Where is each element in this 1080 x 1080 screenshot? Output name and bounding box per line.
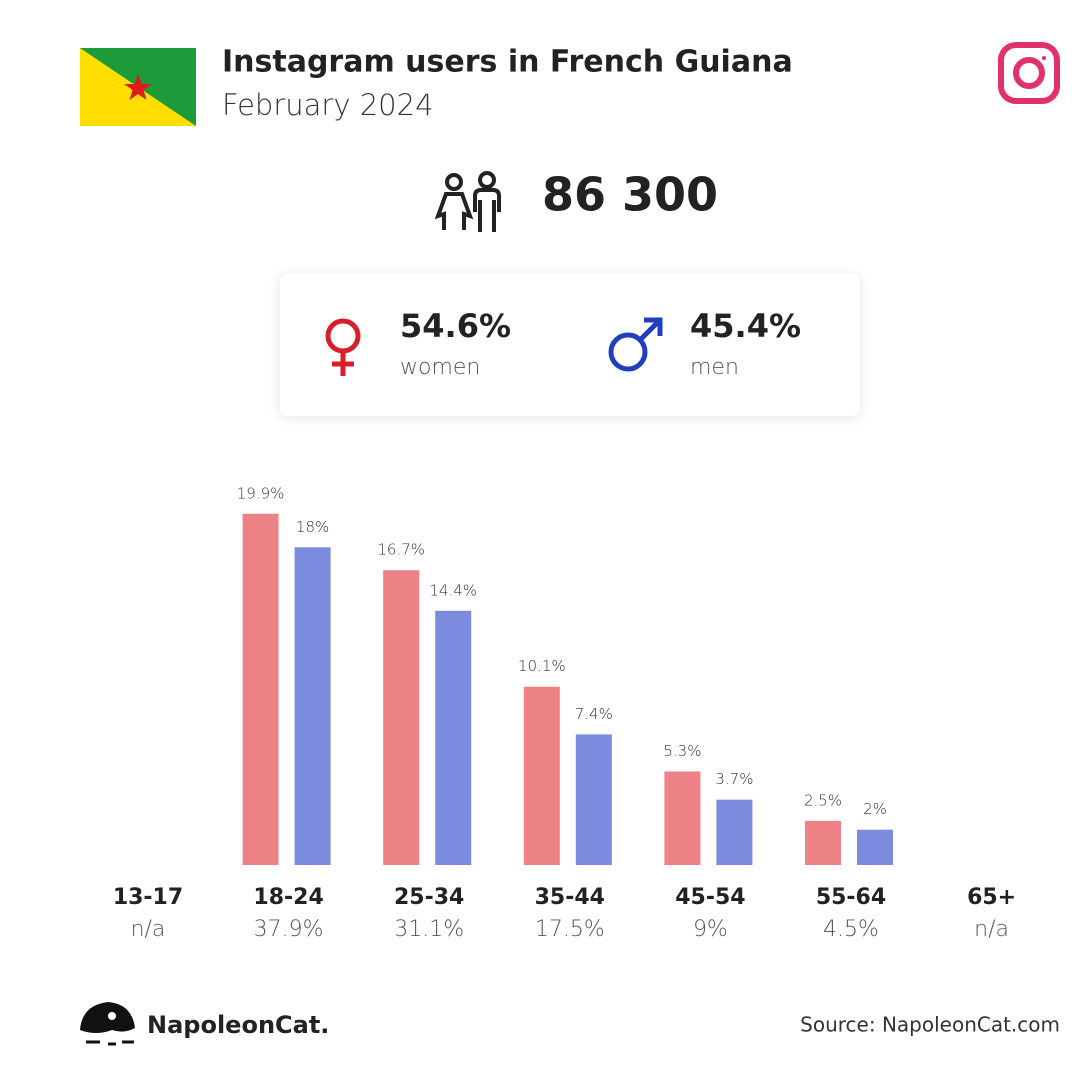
value-label: 2.5%	[804, 791, 842, 809]
flag	[80, 48, 196, 126]
women-label: women	[400, 355, 480, 380]
category-total: 17.5%	[535, 917, 605, 942]
brand-name: NapoleonCat.	[147, 1011, 329, 1039]
male-symbol	[608, 317, 663, 372]
bar	[575, 734, 612, 865]
value-label: 5.3%	[663, 742, 701, 760]
category-total: n/a	[974, 917, 1009, 942]
bar	[805, 820, 841, 865]
category-total: n/a	[131, 917, 166, 942]
category-label: 45-54	[675, 885, 745, 910]
value-label: 10.1%	[518, 657, 566, 675]
bar	[523, 686, 560, 865]
category-label: 35-44	[535, 885, 605, 910]
bar	[242, 513, 279, 865]
value-label: 14.4%	[429, 581, 477, 599]
bar	[664, 771, 701, 865]
bar	[435, 610, 472, 865]
subtitle: February 2024	[222, 88, 434, 122]
source: Source: NapoleonCat.com	[800, 1013, 1060, 1037]
category-total: 4.5%	[823, 917, 879, 942]
category-total: 9%	[693, 917, 728, 942]
title: Instagram users in French Guiana	[222, 45, 793, 80]
brand-logo	[80, 1002, 135, 1046]
gender-card	[280, 274, 860, 416]
value-label: 2%	[863, 800, 887, 818]
bar	[383, 570, 420, 865]
value-label: 16.7%	[377, 541, 425, 559]
category-total: 37.9%	[254, 917, 324, 942]
category-label: 65+	[967, 885, 1016, 910]
category-total: 31.1%	[394, 917, 464, 942]
instagram-icon	[998, 42, 1060, 104]
bar	[716, 799, 753, 865]
category-label: 55-64	[816, 885, 886, 910]
category-label: 25-34	[394, 885, 464, 910]
people-icon	[434, 171, 501, 232]
value-label: 3.7%	[715, 770, 753, 788]
total-users: 86 300	[542, 168, 718, 222]
women-share: 54.6%	[400, 307, 511, 345]
category-label: 13-17	[113, 885, 183, 910]
men-label: men	[690, 355, 739, 380]
bar	[857, 829, 893, 865]
female-symbol	[325, 318, 361, 376]
value-label: 19.9%	[237, 484, 285, 502]
value-label: 18%	[296, 518, 329, 536]
value-label: 7.4%	[575, 705, 613, 723]
category-label: 18-24	[253, 885, 323, 910]
men-share: 45.4%	[690, 307, 801, 345]
bar	[294, 547, 331, 865]
